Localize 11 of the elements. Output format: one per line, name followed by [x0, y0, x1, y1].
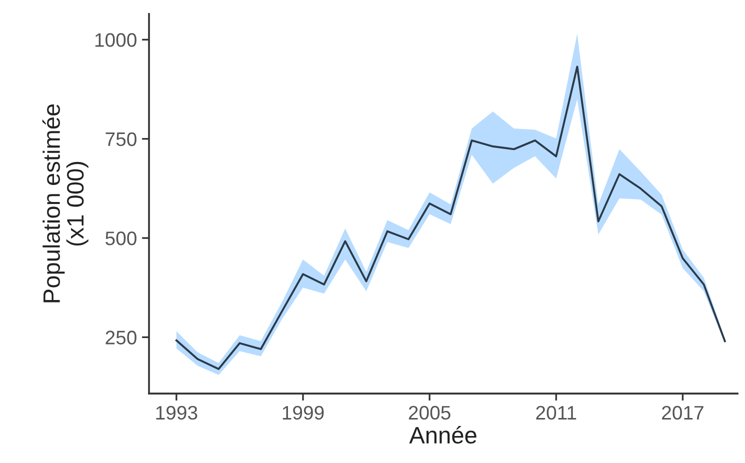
y-tick-label: 250	[106, 330, 136, 344]
y-tick-label: 500	[106, 232, 136, 246]
y-tick-label: 1000	[95, 33, 136, 47]
x-axis-title: Année	[409, 426, 476, 444]
x-tick-label: 2005	[408, 406, 450, 420]
x-tick-label: 2011	[536, 406, 576, 420]
y-tick-label: 750	[106, 132, 136, 146]
y-axis-title: Population estimée (x1 000)	[42, 104, 88, 302]
x-tick-label: 1993	[156, 406, 198, 420]
x-tick-label: 2017	[662, 406, 704, 420]
x-tick-label: 1999	[282, 406, 324, 420]
